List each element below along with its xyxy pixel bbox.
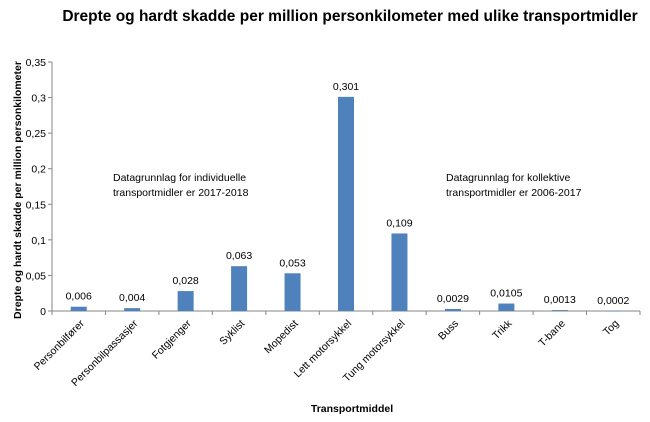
y-tick-label: 0,05	[26, 270, 47, 282]
x-axis-title: Transportmiddel	[311, 403, 393, 415]
category-label: Fotgjenger	[150, 317, 194, 361]
y-axis-title: Drepte og hardt skadde per million perso…	[12, 61, 24, 319]
category-label: Trikk	[490, 317, 515, 342]
bar	[605, 310, 622, 312]
data-label: 0,0105	[490, 288, 522, 300]
y-tick-label: 0,3	[31, 93, 46, 105]
bar	[177, 291, 194, 311]
bar	[284, 273, 301, 311]
y-tick-label: 0,1	[31, 235, 46, 247]
data-label: 0,0013	[544, 294, 576, 306]
data-label: 0,0029	[437, 293, 469, 305]
annotation-text: transportmidler er 2017-2018	[113, 187, 249, 199]
category-label: Tog	[601, 318, 622, 339]
y-tick-label: 0,2	[31, 164, 46, 176]
bar	[124, 308, 141, 311]
y-tick-label: 0	[40, 306, 46, 318]
chart-title: Drepte og hardt skadde per million perso…	[62, 8, 638, 25]
bar	[338, 96, 354, 311]
category-label: Syklist	[217, 318, 247, 348]
annotation-text: Datagrunnlag for kollektive	[446, 172, 570, 184]
y-tick-label: 0,15	[26, 199, 47, 211]
data-label: 0,053	[279, 257, 305, 269]
data-label: 0,028	[172, 275, 198, 287]
data-label: 0,109	[386, 217, 412, 229]
data-label: 0,063	[226, 250, 252, 262]
bar	[231, 266, 248, 311]
y-tick-label: 0,35	[26, 57, 47, 69]
category-label: Buss	[436, 318, 461, 343]
bar	[70, 306, 87, 311]
category-label: Personbilfører	[32, 317, 87, 372]
annotation-text: transportmidler er 2006-2017	[446, 187, 582, 199]
data-label: 0,301	[333, 81, 359, 93]
bar	[498, 303, 515, 311]
data-label: 0,0002	[597, 295, 629, 307]
y-tick-label: 0,25	[26, 128, 47, 140]
bar	[444, 308, 461, 311]
data-label: 0,006	[66, 291, 92, 303]
bar	[551, 310, 568, 311]
bar	[391, 233, 408, 311]
annotation-text: Datagrunnlag for individuelle	[113, 172, 246, 184]
category-label: Mopedist	[262, 318, 301, 357]
category-label: T-bane	[536, 318, 568, 350]
data-label: 0,004	[119, 292, 145, 304]
